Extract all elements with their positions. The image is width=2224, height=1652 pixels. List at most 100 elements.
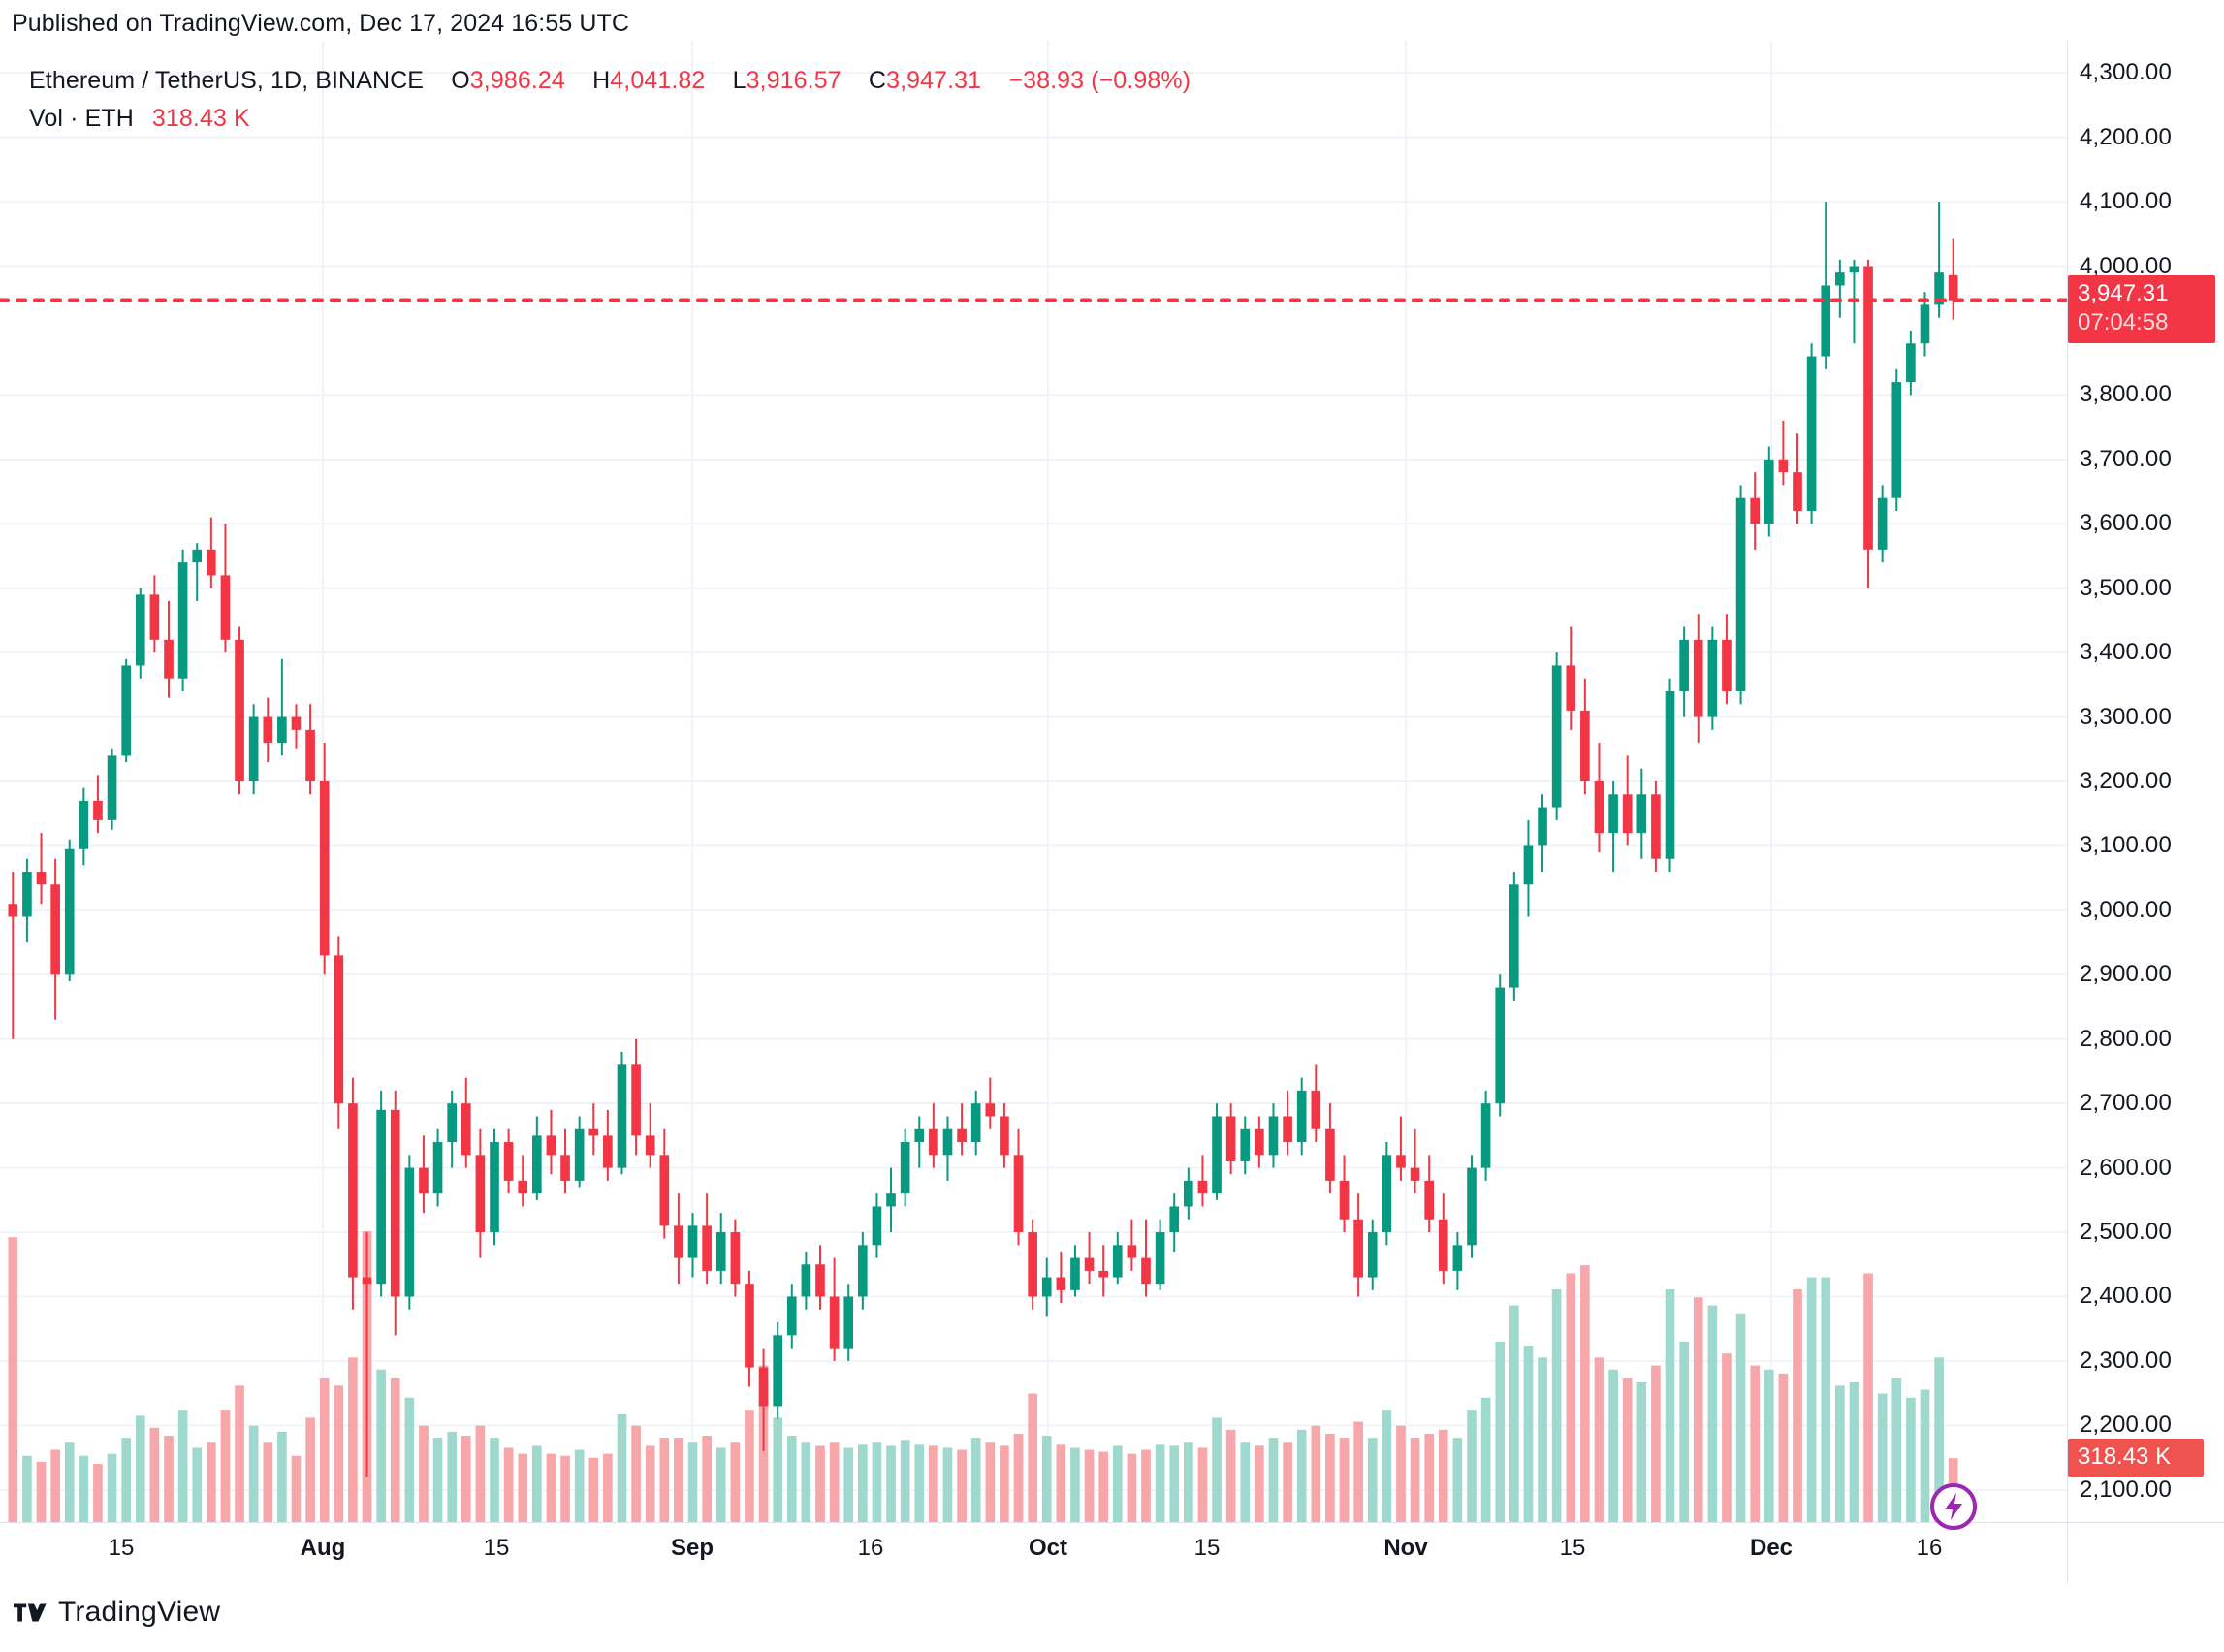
candle-body (149, 594, 160, 640)
candle-body (518, 1180, 528, 1194)
volume-bar (432, 1438, 443, 1522)
volume-bar (1268, 1438, 1279, 1522)
candle-body (1651, 794, 1661, 859)
candle-body (1367, 1232, 1378, 1278)
candle-body (1056, 1277, 1066, 1290)
candle-body (177, 562, 188, 679)
candle-body (1325, 1128, 1335, 1181)
volume-bar (1028, 1393, 1037, 1522)
volume-bar (348, 1357, 358, 1522)
legend-volume-row: Vol · ETH 318.43 K (29, 102, 1191, 135)
volume-bar (1098, 1451, 1108, 1522)
volume-bar (36, 1461, 47, 1522)
volume-bar (1523, 1345, 1534, 1522)
volume-bar (886, 1446, 896, 1522)
candle-body (1920, 304, 1930, 344)
price-tick: 2,500.00 (2080, 1219, 2173, 1246)
candle-body (1636, 794, 1647, 834)
volume-bar (957, 1449, 967, 1522)
volume-bar (1311, 1425, 1321, 1522)
volume-bar (305, 1417, 315, 1522)
candlestick-chart-svg[interactable] (0, 41, 2067, 1522)
candle-body (730, 1232, 741, 1285)
volume-bar (1382, 1410, 1392, 1522)
candle-body (942, 1128, 953, 1156)
candle-body (1255, 1128, 1264, 1156)
candle-body (957, 1128, 967, 1143)
volume-bar (829, 1442, 840, 1522)
candle-body (1877, 497, 1888, 550)
volume-bar (1141, 1449, 1151, 1522)
volume-bar (574, 1449, 585, 1522)
candle-body (617, 1064, 627, 1168)
volume-badge[interactable]: 318.43 K (2068, 1439, 2204, 1477)
chart-plot-area[interactable] (0, 41, 2067, 1522)
volume-bar (1821, 1277, 1831, 1522)
candle-body (1693, 639, 1703, 717)
volume-bar (631, 1425, 641, 1522)
footer-brand[interactable]: TradingView (14, 1596, 220, 1629)
volume-bar (914, 1444, 925, 1522)
price-tick: 2,600.00 (2080, 1154, 2173, 1181)
candle-body (1311, 1090, 1321, 1129)
candle-body (362, 1277, 372, 1285)
candle-body (1580, 710, 1590, 781)
candle-body (277, 716, 287, 744)
price-tick: 3,200.00 (2080, 768, 2173, 794)
candle-body (1835, 272, 1845, 286)
volume-bar (1806, 1277, 1817, 1522)
time-tick: Nov (1383, 1535, 1428, 1561)
legend-volume-label[interactable]: Vol · ETH (29, 105, 134, 132)
candle-body (1382, 1155, 1392, 1233)
volume-bar (900, 1440, 910, 1522)
legend-symbol[interactable]: Ethereum / TetherUS, 1D, BINANCE (29, 67, 425, 94)
volume-bar (1056, 1444, 1066, 1522)
candle-body (192, 549, 203, 563)
candle-body (603, 1135, 613, 1168)
volume-bar (801, 1442, 811, 1522)
volume-bar (164, 1436, 174, 1522)
volume-bar (942, 1447, 953, 1522)
volume-bar (1255, 1446, 1264, 1522)
candle-body (1523, 845, 1534, 885)
volume-bar (843, 1447, 854, 1522)
volume-bar (277, 1431, 287, 1522)
current-price-badge[interactable]: 3,947.31 07:04:58 (2068, 274, 2215, 343)
candle-body (1410, 1167, 1420, 1181)
candle-body (773, 1335, 782, 1407)
volume-bar (1877, 1393, 1888, 1522)
candle-body (758, 1367, 769, 1407)
candle-body (1679, 639, 1689, 691)
volume-bar (1283, 1442, 1292, 1522)
candle-body (858, 1245, 868, 1297)
volume-bar (334, 1385, 344, 1522)
volume-bar (1665, 1289, 1675, 1522)
price-axis[interactable]: 4,300.00 4,200.00 4,100.00 4,000.00 3,800.00… (2067, 41, 2224, 1522)
candle-body (1863, 266, 1873, 550)
time-axis[interactable]: 15 Aug 15 Sep 16 Oct 15 Nov 15 Dec 16 (0, 1522, 2067, 1583)
candle-body (8, 904, 18, 917)
brand-name: TradingView (58, 1596, 221, 1628)
volume-bar (532, 1446, 542, 1522)
candle-body (1480, 1103, 1491, 1168)
volume-bar (1339, 1438, 1350, 1522)
candle-body (829, 1296, 840, 1349)
volume-bar (8, 1237, 18, 1522)
candle-body (1184, 1180, 1193, 1207)
price-tick: 2,100.00 (2080, 1476, 2173, 1503)
volume-bar (674, 1438, 683, 1522)
legend-volume-value: 318.43 K (151, 105, 250, 132)
volume-bar (503, 1447, 514, 1522)
candle-body (263, 716, 273, 744)
time-axis-right-corner (2067, 1522, 2224, 1583)
candle-body (135, 594, 145, 666)
candle-body (574, 1128, 585, 1181)
lightning-bolt-icon[interactable] (1928, 1481, 1979, 1532)
volume-bar (263, 1442, 273, 1522)
volume-bar (1225, 1429, 1236, 1522)
candle-body (900, 1142, 910, 1194)
volume-bar (1891, 1378, 1902, 1522)
candle-body (1268, 1116, 1279, 1156)
price-tick: 2,700.00 (2080, 1090, 2173, 1117)
volume-bar (1580, 1265, 1590, 1522)
